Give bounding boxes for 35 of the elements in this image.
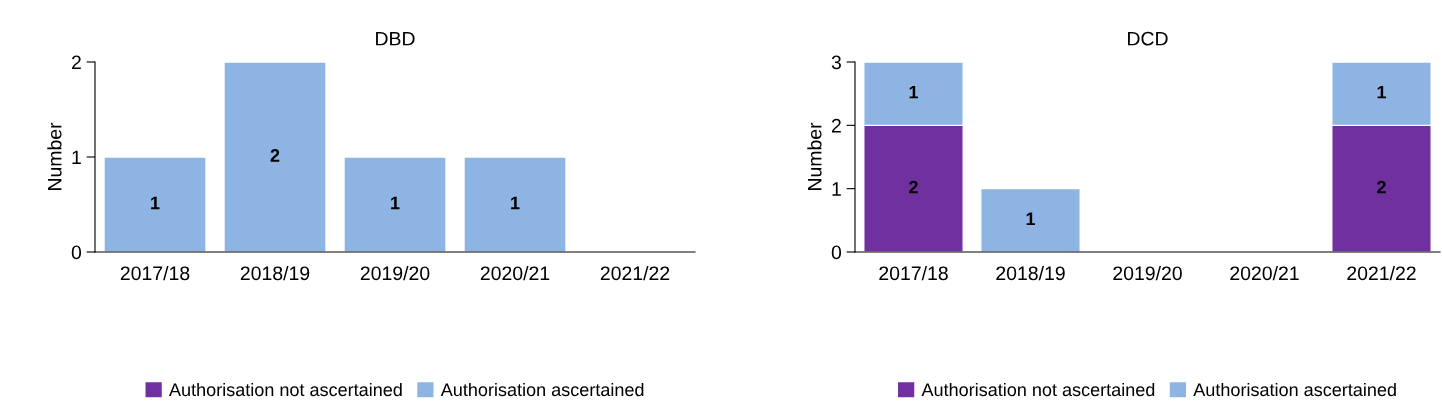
data-label: 2: [909, 180, 918, 194]
bar: [980, 187, 1081, 252]
x-tick-label: 2018/19: [240, 265, 310, 281]
x-tick-label: 2019/20: [360, 265, 430, 281]
legend-label: Authorisation not ascertained: [921, 382, 1155, 397]
x-tick-label: 2020/21: [1230, 265, 1299, 281]
y-axis-title: Number: [807, 122, 822, 190]
x-tick-label: 2017/18: [120, 265, 190, 281]
legend-label: Authorisation ascertained: [440, 382, 644, 397]
data-label: 1: [511, 196, 520, 210]
x-tick-label: 2021/22: [1347, 265, 1416, 281]
x-tick-label: 2017/18: [879, 265, 948, 281]
data-label: 1: [909, 85, 919, 99]
y-tick-label: 2: [71, 55, 81, 70]
y-tick-label: 0: [831, 245, 842, 260]
data-label: 2: [270, 149, 280, 162]
y-tick-label: 1: [72, 150, 81, 165]
y-tick-label: 2: [831, 118, 841, 133]
data-label: 1: [151, 196, 160, 210]
legend-label: Authorisation not ascertained: [169, 382, 402, 397]
chart-title: DCD: [1128, 31, 1168, 46]
x-tick-label: 2019/20: [1113, 265, 1182, 281]
chart-title: DBD: [376, 31, 415, 46]
x-tick-label: 2021/22: [600, 265, 670, 281]
x-tick-label: 2018/19: [996, 265, 1065, 281]
data-label: 1: [1377, 85, 1387, 99]
legend-label: Authorisation ascertained: [1193, 382, 1396, 397]
data-label: 1: [1026, 212, 1036, 225]
data-label: 2: [1377, 180, 1386, 194]
y-axis-title: Number: [47, 122, 62, 190]
y-tick-label: 0: [71, 245, 82, 260]
x-tick-label: 2020/21: [480, 265, 550, 281]
y-tick-label: 3: [831, 55, 841, 70]
y-tick-label: 1: [832, 182, 841, 196]
data-label: 1: [391, 196, 400, 210]
